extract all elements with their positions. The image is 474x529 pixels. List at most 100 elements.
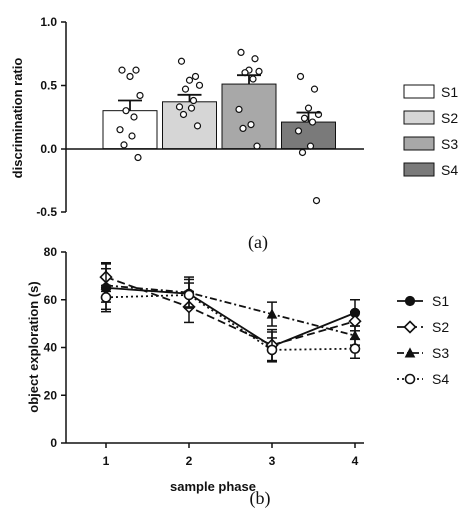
legend-label: S3	[432, 345, 449, 361]
data-point	[294, 127, 303, 135]
y-tick-label: -0.5	[36, 205, 57, 219]
data-point	[237, 48, 245, 57]
legend-label: S4	[441, 162, 458, 178]
legend-label: S1	[432, 293, 449, 309]
data-point	[134, 153, 142, 162]
y-tick-label: 0.5	[40, 79, 57, 93]
data-point	[126, 72, 134, 81]
series-s1	[100, 263, 361, 362]
x-tick-label: 4	[352, 454, 359, 468]
marker-open-circle	[404, 373, 416, 385]
y-axis-label: object exploration (s)	[26, 281, 41, 412]
data-point	[300, 114, 309, 122]
data-point	[187, 104, 196, 112]
data-point	[175, 103, 184, 111]
legend-item-s3: S3	[397, 345, 449, 361]
legend-item-s2: S2	[397, 319, 449, 335]
legend-label: S1	[441, 84, 458, 100]
data-point	[189, 96, 198, 105]
error-bars	[118, 74, 321, 123]
legend-item-s4: S4	[397, 371, 449, 387]
data-point	[191, 72, 200, 81]
x-axis-label: sample phase	[170, 479, 256, 494]
marker-open-circle	[100, 292, 112, 303]
legend: S1 S2 S3 S4	[403, 84, 458, 178]
data-point	[253, 142, 261, 150]
data-point	[122, 107, 130, 115]
data-point	[120, 141, 128, 149]
bar-s3	[221, 83, 277, 150]
marker-open-diamond	[403, 320, 417, 334]
panel-b-line-chart: 80 60 40 20 0 1 2 3 4 object exploration (s) sa…	[26, 245, 449, 509]
y-axis-label: discrimination ratio	[10, 58, 25, 179]
data-point	[118, 66, 126, 74]
data-point	[136, 91, 144, 100]
series-s4	[100, 282, 361, 363]
x-ticks: 1 2 3 4	[103, 443, 359, 468]
data-point	[132, 66, 140, 74]
series-line	[105, 286, 356, 348]
legend-label: S2	[432, 319, 449, 335]
data-point	[239, 124, 247, 132]
data-point	[179, 110, 188, 119]
series-s2	[99, 261, 362, 362]
y-tick-label: 0	[50, 436, 57, 450]
series-s3	[100, 267, 361, 346]
data-point	[312, 197, 321, 205]
data-point	[116, 126, 124, 134]
data-point	[177, 57, 186, 65]
data-point	[249, 75, 257, 83]
y-tick-label: 40	[44, 341, 58, 355]
data-point	[296, 72, 305, 81]
data-point	[195, 81, 204, 89]
marker-filled-triangle	[404, 347, 416, 358]
y-tick-label: 60	[44, 293, 58, 307]
legend-label: S2	[441, 110, 458, 126]
data-point	[251, 55, 259, 63]
marker-open-diamond	[348, 314, 362, 328]
series	[99, 261, 362, 363]
y-tick-label: 20	[44, 388, 58, 402]
bar-s1	[102, 110, 158, 150]
data-point	[304, 104, 313, 112]
data-point	[235, 105, 243, 114]
data-point	[298, 148, 307, 157]
data-point	[193, 122, 202, 130]
x-tick-label: 1	[103, 454, 110, 468]
data-point	[306, 142, 315, 150]
x-tick-label: 3	[269, 454, 276, 468]
series-line	[105, 284, 356, 337]
y-ticks: 1.0 0.5 0.0 -0.5	[36, 15, 66, 219]
legend-item-s1: S1	[397, 293, 449, 309]
legend-swatch-s3	[403, 136, 435, 151]
y-tick-label: 1.0	[40, 15, 57, 29]
data-point	[310, 85, 319, 93]
x-tick-label: 2	[186, 454, 193, 468]
y-tick-label: 0.0	[40, 142, 57, 156]
marker-filled-triangle	[266, 308, 278, 319]
panel-a-bar-chart: 1.0 0.5 0.0 -0.5 discrimination ratio S1…	[10, 15, 458, 253]
legend-swatch-s1	[403, 84, 435, 99]
legend-swatch-s4	[403, 162, 435, 177]
data-point	[185, 76, 194, 84]
data-point	[247, 120, 255, 129]
marker-open-circle	[183, 289, 195, 301]
legend-swatch-s2	[403, 110, 435, 125]
data-point	[308, 118, 317, 126]
data-point	[128, 132, 136, 140]
y-ticks: 80 60 40 20 0	[44, 245, 66, 450]
marker-filled-circle	[404, 295, 416, 307]
marker-open-circle	[266, 344, 278, 356]
data-point	[130, 113, 138, 121]
panel-caption: (b)	[250, 488, 271, 509]
marker-open-circle	[349, 343, 361, 354]
series-line	[105, 276, 356, 347]
y-tick-label: 80	[44, 245, 58, 259]
legend-label: S3	[441, 136, 458, 152]
legend-label: S4	[432, 371, 449, 387]
data-point	[181, 85, 190, 93]
legend: S1 S2 S3 S4	[397, 293, 449, 387]
panel-caption: (a)	[248, 232, 268, 253]
series-line	[105, 294, 356, 351]
